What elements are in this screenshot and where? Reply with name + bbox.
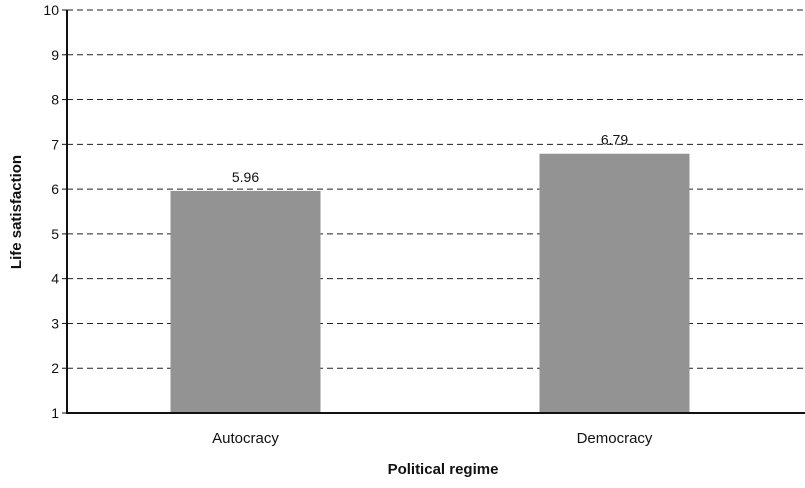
y-tick-label: 3 — [51, 315, 59, 331]
y-tick-label: 9 — [51, 47, 59, 63]
x-category-labels: Autocracy Democracy — [212, 430, 653, 447]
y-tick-label: 5 — [51, 226, 59, 242]
y-tick-label: 2 — [51, 360, 59, 376]
y-tick-label: 1 — [51, 405, 59, 421]
bar-autocracy — [170, 190, 321, 413]
y-tick-labels: 1 2 3 4 5 6 7 8 9 10 — [43, 2, 67, 421]
y-tick-label: 7 — [51, 136, 59, 152]
data-labels: 5.96 6.79 — [232, 132, 628, 185]
y-axis-title: Life satisfaction — [8, 155, 25, 269]
y-tick-label: 8 — [51, 92, 59, 108]
x-tick-label-autocracy: Autocracy — [212, 430, 279, 447]
bars — [170, 153, 690, 413]
data-label-democracy: 6.79 — [601, 132, 628, 148]
y-tick-label: 4 — [51, 271, 59, 287]
y-tick-label: 6 — [51, 181, 59, 197]
bar-democracy — [539, 153, 690, 413]
x-tick-label-democracy: Democracy — [577, 430, 653, 447]
x-axis-title: Political regime — [388, 461, 499, 478]
data-label-autocracy: 5.96 — [232, 169, 259, 185]
y-tick-label: 10 — [43, 2, 59, 18]
